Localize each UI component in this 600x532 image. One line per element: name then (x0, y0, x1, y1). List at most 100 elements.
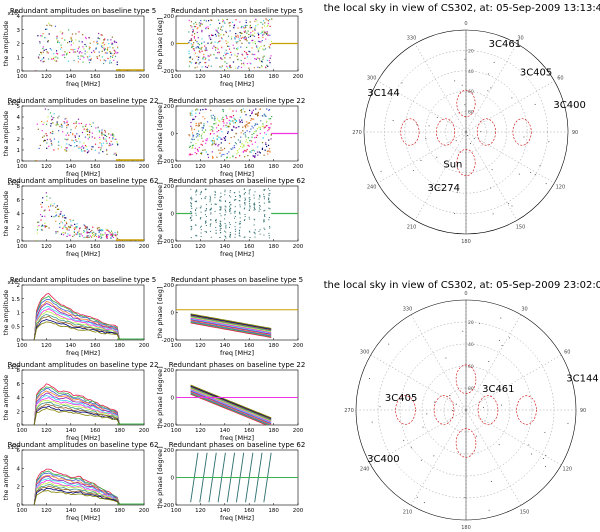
phase-point (189, 216, 191, 218)
phase-point (214, 194, 216, 196)
amplitude-point (39, 35, 42, 37)
amplitude-point (75, 233, 77, 235)
phase-point (267, 20, 270, 22)
phase-point (226, 18, 228, 21)
phase-point (227, 41, 229, 43)
phase-point (268, 194, 270, 196)
amplitude-point (53, 203, 55, 205)
x-tick-label: 180 (114, 244, 125, 250)
phase-point (243, 236, 245, 238)
phase-point (226, 67, 229, 69)
phase-point (245, 114, 247, 116)
phase-point (217, 145, 219, 147)
amplitude-point (56, 50, 58, 52)
amplitude-point (95, 235, 98, 238)
phase-point (263, 215, 265, 217)
amplitude-point (117, 144, 119, 146)
phase-point (205, 57, 207, 59)
amplitude-point (112, 233, 114, 235)
phase-point (196, 153, 198, 155)
phase-point (266, 59, 268, 61)
amplitude-point (87, 56, 89, 58)
phase-point (255, 136, 257, 138)
phase-point (252, 42, 254, 44)
phase-point (249, 151, 251, 153)
x-tick-label: 120 (195, 428, 206, 434)
amplitude-point (57, 117, 59, 119)
phase-point (245, 127, 247, 129)
phase-point (234, 199, 236, 201)
elevation-label: 40 (468, 69, 474, 75)
amplitude-point (41, 130, 43, 132)
phase-point (234, 236, 236, 238)
phase-point (245, 52, 247, 54)
phase-point (229, 30, 231, 32)
amplitude-point (88, 48, 90, 50)
phase-point (205, 222, 207, 224)
phase-point (215, 203, 217, 205)
beam-contour (512, 118, 532, 146)
x-tick-label: 100 (17, 428, 28, 434)
amplitude-point (80, 233, 82, 235)
phase-point (190, 229, 192, 231)
amplitude-point (66, 150, 68, 152)
phase-point (209, 129, 211, 131)
phase-point (257, 114, 259, 116)
amplitude-point (77, 57, 80, 59)
sky-marker (531, 453, 533, 455)
phase-point (211, 41, 213, 43)
azimuth-label: 30 (521, 307, 527, 313)
amplitude-point (110, 55, 112, 58)
phase-point (198, 56, 200, 58)
amplitude-point (66, 143, 68, 145)
amplitude-point (94, 143, 97, 145)
amplitude-point (86, 232, 88, 234)
phase-point (216, 138, 218, 140)
amplitude-point (106, 229, 108, 231)
azimuth-label: 270 (352, 130, 362, 136)
phase-point (246, 148, 248, 151)
phase-point (244, 50, 246, 53)
phase-point (190, 125, 192, 127)
amplitude-point (40, 60, 42, 62)
phase-point (196, 207, 198, 209)
phase-point (197, 42, 199, 45)
phase-point (205, 215, 207, 217)
phase-point (196, 31, 198, 34)
phase-point (236, 42, 238, 44)
amplitude-point (48, 33, 50, 35)
amplitude-point (59, 226, 61, 228)
sky-marker (490, 87, 492, 89)
amplitude-point (34, 240, 36, 241)
phase-point (257, 50, 260, 52)
phase-point (271, 116, 273, 118)
sky-marker (455, 140, 457, 142)
phase-point (213, 133, 215, 135)
phase-point (219, 222, 221, 224)
amplitude-point (69, 131, 72, 134)
phase-point (267, 24, 269, 27)
phase-point (190, 154, 192, 156)
phase-point (209, 209, 211, 211)
amplitude-point (44, 225, 46, 227)
amplitude-point (115, 138, 117, 140)
phase-point (215, 218, 217, 220)
amplitude-point (47, 22, 50, 24)
phase-point (195, 200, 197, 202)
phase-point (196, 189, 198, 191)
amplitude-point (50, 122, 52, 125)
sky-marker (545, 183, 547, 185)
phase-point (220, 147, 222, 149)
phase-point (250, 140, 252, 142)
phase-point (243, 37, 245, 39)
phase-point (197, 59, 199, 61)
phase-point (190, 25, 192, 27)
y-tick-label: 200 (164, 368, 175, 374)
amplitude-series-line (33, 303, 122, 340)
amplitude-point (64, 232, 66, 234)
amplitude-series-line (33, 480, 122, 505)
phase-point (234, 122, 237, 124)
phase-point (200, 152, 202, 154)
phase-point (263, 219, 265, 221)
phase-point (262, 20, 265, 22)
